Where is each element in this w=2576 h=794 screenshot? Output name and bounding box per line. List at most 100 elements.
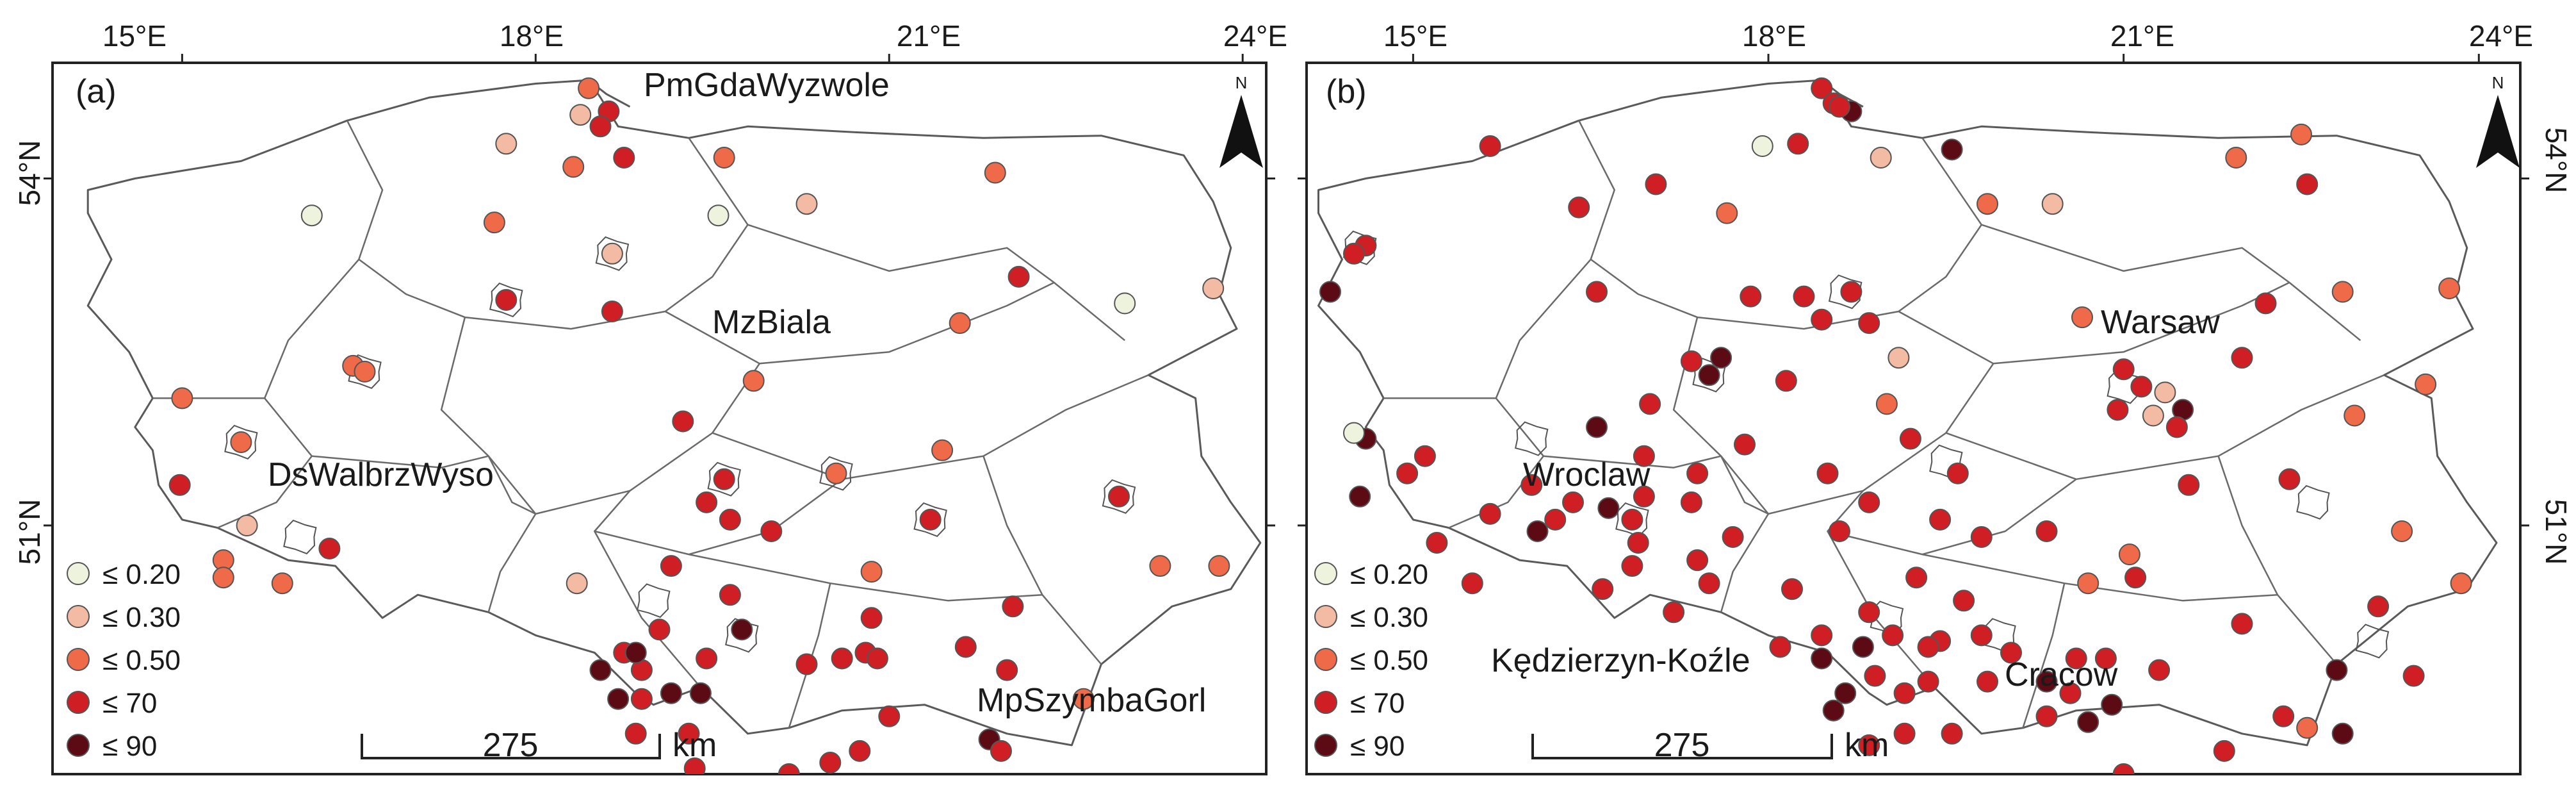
station-marker bbox=[678, 722, 700, 745]
station-marker bbox=[1941, 722, 1963, 745]
station-marker bbox=[1343, 242, 1365, 265]
region-boundary bbox=[665, 281, 1055, 365]
station-marker bbox=[1568, 196, 1590, 219]
station-marker bbox=[648, 618, 671, 641]
station-marker bbox=[2154, 381, 2176, 404]
region-boundary bbox=[1945, 363, 2384, 481]
station-marker bbox=[1970, 526, 1993, 548]
station-marker bbox=[996, 659, 1018, 681]
station-marker bbox=[578, 77, 600, 99]
station-marker bbox=[624, 722, 647, 745]
lon-label-15e: 15°E bbox=[1383, 19, 1447, 53]
legend-label: ≤ 0.20 bbox=[1350, 559, 1428, 590]
legend-swatch-050 bbox=[67, 648, 90, 671]
station-marker bbox=[1586, 416, 1608, 438]
legend-label: ≤ 70 bbox=[1350, 688, 1405, 719]
region-boundary bbox=[440, 317, 537, 515]
region-boundary bbox=[346, 120, 749, 330]
station-marker bbox=[919, 508, 942, 531]
scale-bar-line bbox=[1531, 734, 1833, 759]
station-marker bbox=[1769, 636, 1791, 658]
frame-ticks-a bbox=[44, 54, 1275, 527]
station-marker bbox=[2438, 277, 2461, 299]
station-marker bbox=[1722, 526, 1744, 548]
station-marker bbox=[2367, 595, 2390, 618]
station-marker bbox=[660, 682, 682, 704]
region-boundary bbox=[788, 583, 831, 729]
station-marker bbox=[1917, 670, 1939, 693]
north-arrow-shape bbox=[1219, 95, 1263, 168]
station-marker bbox=[1893, 722, 1916, 745]
city-outline bbox=[637, 583, 671, 618]
station-marker bbox=[569, 104, 592, 126]
city-outline bbox=[1515, 421, 1549, 456]
station-marker bbox=[672, 410, 694, 433]
place-label: PmGdaWyzwole bbox=[644, 67, 890, 104]
lon-label-24e: 24°E bbox=[2469, 19, 2533, 53]
lon-label-18e: 18°E bbox=[1742, 19, 1806, 53]
station-marker bbox=[2331, 281, 2354, 303]
station-marker bbox=[495, 133, 518, 155]
station-marker bbox=[589, 659, 612, 681]
city-outline bbox=[489, 282, 523, 318]
region-boundary bbox=[1981, 224, 2361, 342]
panel-label: (b) bbox=[1326, 73, 1367, 110]
panel-label: (a) bbox=[76, 73, 117, 110]
region-boundary bbox=[1720, 456, 1769, 515]
scale-bar-a: 275 km bbox=[361, 727, 717, 764]
station-marker bbox=[2071, 306, 2093, 329]
station-marker bbox=[212, 567, 234, 589]
legend-label: ≤ 90 bbox=[1350, 731, 1405, 762]
frame-ticks-b bbox=[1298, 54, 2529, 527]
station-marker bbox=[689, 682, 712, 704]
station-marker bbox=[1834, 682, 1857, 704]
station-marker bbox=[731, 618, 753, 641]
station-marker bbox=[1787, 133, 1809, 155]
station-marker bbox=[171, 387, 193, 409]
legend-label: ≤ 90 bbox=[102, 731, 157, 762]
legend-swatch-70 bbox=[67, 691, 90, 714]
station-marker bbox=[878, 705, 901, 727]
station-marker bbox=[1829, 95, 1850, 118]
station-marker bbox=[984, 161, 1006, 184]
legend-swatch-030 bbox=[67, 605, 90, 628]
station-markers-a bbox=[168, 77, 1230, 774]
station-marker bbox=[1526, 520, 1549, 542]
station-marker bbox=[2065, 647, 2087, 670]
station-marker bbox=[566, 572, 588, 595]
station-marker bbox=[2101, 693, 2123, 716]
legend-swatch-020 bbox=[67, 562, 90, 585]
station-marker bbox=[271, 572, 293, 595]
station-marker bbox=[613, 147, 635, 169]
station-marker bbox=[1520, 474, 1543, 496]
station-marker bbox=[719, 584, 741, 606]
scale-bar-unit: km bbox=[1845, 727, 1889, 764]
station-marker bbox=[1680, 350, 1702, 372]
station-marker bbox=[2035, 670, 2058, 693]
legend-label: ≤ 0.30 bbox=[102, 602, 181, 633]
station-marker bbox=[2225, 147, 2247, 169]
place-label: Kędzierzyn-Koźle bbox=[1491, 642, 1750, 679]
station-markers-b bbox=[1319, 77, 2472, 774]
station-marker bbox=[1858, 491, 1880, 513]
station-marker bbox=[696, 491, 718, 513]
station-marker bbox=[2000, 641, 2022, 664]
region-boundary bbox=[311, 455, 489, 468]
station-marker bbox=[1007, 265, 1030, 288]
north-arrow-shape bbox=[2476, 95, 2520, 168]
legend-label: ≤ 0.50 bbox=[102, 645, 181, 676]
legend-label: ≤ 70 bbox=[102, 688, 157, 719]
legend-swatch-90 bbox=[1314, 734, 1337, 757]
city-outline bbox=[283, 519, 317, 555]
city-outline bbox=[913, 502, 947, 537]
station-marker bbox=[1882, 624, 1904, 647]
station-marker bbox=[778, 763, 800, 774]
legend-label: ≤ 0.20 bbox=[102, 559, 181, 590]
region-boundary bbox=[712, 363, 1149, 481]
region-boundary bbox=[1922, 553, 2278, 602]
city-outlines-a bbox=[224, 236, 1136, 653]
station-marker bbox=[2231, 613, 2253, 635]
station-marker bbox=[2077, 572, 2099, 595]
station-marker bbox=[1710, 347, 1732, 369]
station-marker bbox=[825, 462, 847, 484]
